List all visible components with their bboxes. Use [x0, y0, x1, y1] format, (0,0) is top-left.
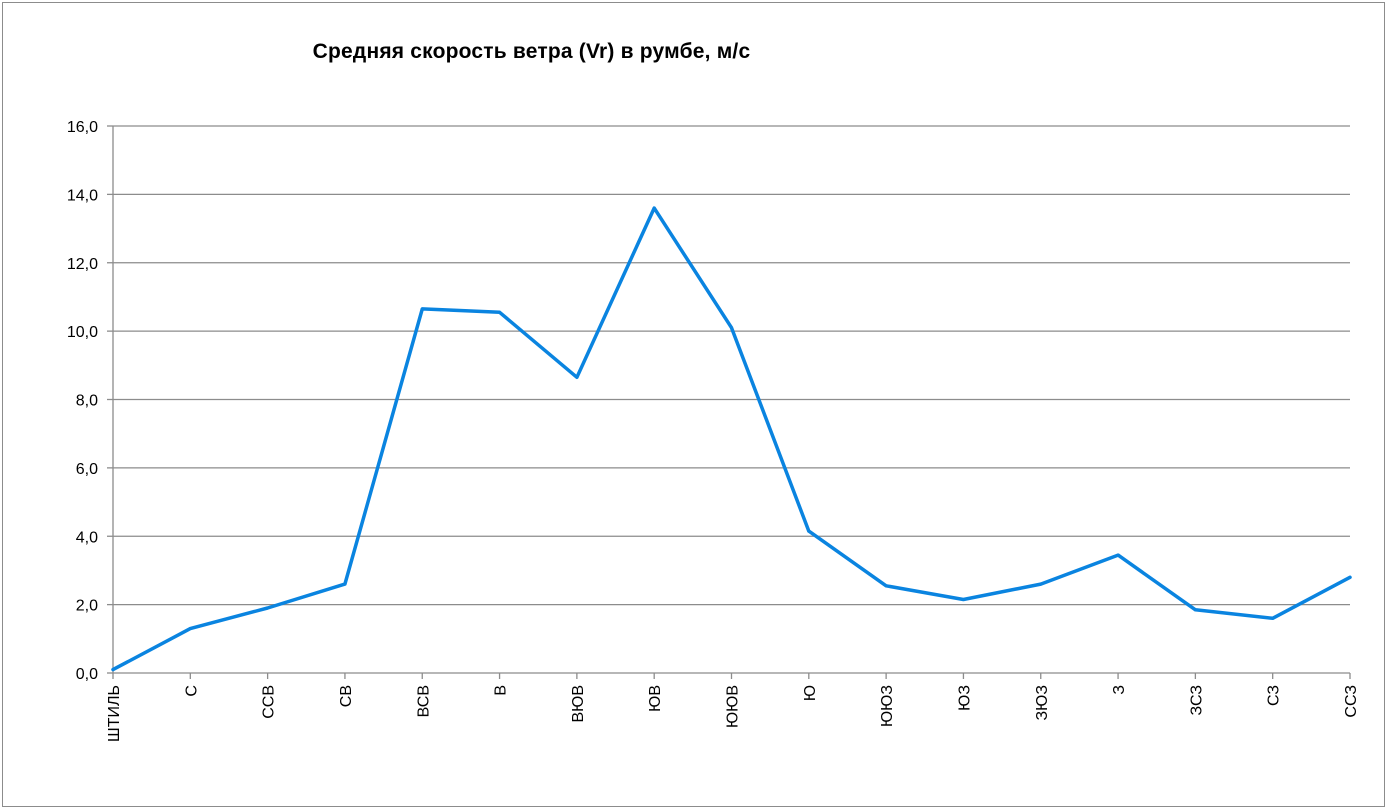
chart-title: Средняя скорость ветра (Vr) в румбе, м/с — [312, 40, 751, 63]
data-point — [498, 310, 502, 314]
y-tick-label: 6,0 — [76, 461, 98, 478]
x-tick-label: ЮЮЗ — [879, 685, 896, 727]
data-point — [1193, 608, 1197, 612]
y-tick-label: 12,0 — [67, 256, 98, 273]
series-line — [111, 206, 1352, 672]
data-point — [1271, 616, 1275, 620]
x-tick-label: З — [1111, 685, 1128, 695]
x-tick-label: ЮЗ — [956, 685, 973, 711]
series-layer — [111, 206, 1352, 672]
x-tick-label: ШТИЛЬ — [106, 685, 123, 742]
data-point — [1348, 575, 1352, 579]
data-point — [343, 582, 347, 586]
data-point — [420, 307, 424, 311]
data-point — [188, 627, 192, 631]
data-point — [1116, 553, 1120, 557]
y-tick-labels: 0,0 2,0 4,0 6,0 8,0 10,0 12,0 14,0 16,0 — [67, 119, 98, 683]
y-tick-label: 14,0 — [67, 187, 98, 204]
axes — [107, 125, 1351, 679]
data-point — [652, 206, 656, 210]
x-tick-label: ЮЮВ — [725, 685, 742, 728]
x-tick-label: ЮВ — [647, 685, 664, 712]
x-tick-label: ВЮВ — [570, 685, 587, 723]
data-point — [111, 668, 115, 672]
x-tick-label: СЗ — [1266, 685, 1283, 706]
x-tick-label: ВСВ — [415, 685, 432, 717]
x-tick-label: ССВ — [261, 685, 278, 719]
x-tick-label: СВ — [338, 685, 355, 707]
y-tick-label: 16,0 — [67, 119, 98, 136]
y-tick-label: 8,0 — [76, 393, 98, 410]
y-tick-label: 2,0 — [76, 598, 98, 615]
y-tick-label: 10,0 — [67, 324, 98, 341]
data-point — [1039, 582, 1043, 586]
x-tick-label: В — [493, 685, 510, 696]
x-tick-labels: ШТИЛЬ С ССВ СВ ВСВ В ВЮВ ЮВ ЮЮВ Ю ЮЮЗ ЮЗ ЗЮЗ З ЗСЗ СЗ СС… — [106, 685, 1360, 742]
data-point — [730, 326, 733, 330]
x-tick-label: ЗЮЗ — [1034, 685, 1051, 721]
gridlines — [113, 125, 1350, 606]
data-point — [961, 597, 965, 601]
y-tick-label: 4,0 — [76, 529, 98, 546]
x-tick-label: С — [183, 685, 200, 697]
x-tick-label: ССЗ — [1343, 685, 1360, 718]
data-point — [575, 375, 579, 379]
y-tick-label: 0,0 — [76, 666, 98, 683]
data-point — [266, 606, 270, 610]
data-point — [807, 529, 811, 533]
data-point — [884, 584, 888, 588]
x-tick-label: ЗСЗ — [1188, 685, 1205, 716]
x-tick-label: Ю — [802, 685, 819, 701]
